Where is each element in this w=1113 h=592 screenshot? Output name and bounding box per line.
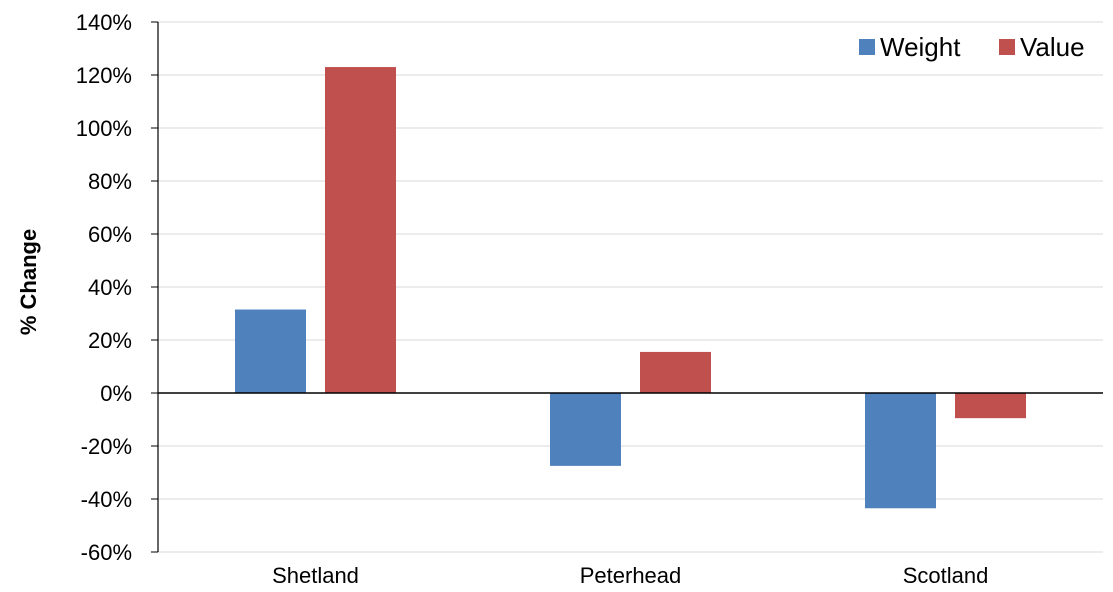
y-axis-title: % Change xyxy=(16,229,41,335)
y-tick-label: 80% xyxy=(88,169,132,194)
y-tick-labels: 140% 120% 100% 80% 60% 40% 20% 0% -20% -40% -60% xyxy=(76,10,158,565)
bars xyxy=(235,67,1026,509)
y-tick-label: 0% xyxy=(100,381,132,406)
y-tick-label: 140% xyxy=(76,10,132,35)
category-labels: Shetland Peterhead Scotland xyxy=(272,563,988,588)
x-category-label: Shetland xyxy=(272,563,359,588)
legend-label-value: Value xyxy=(1020,32,1085,62)
y-tick-label: 40% xyxy=(88,275,132,300)
legend: Weight Value xyxy=(859,32,1085,62)
x-category-label: Peterhead xyxy=(580,563,682,588)
y-tick-label: 100% xyxy=(76,116,132,141)
bar-weight-peterhead xyxy=(550,393,621,466)
y-tick-label: -20% xyxy=(81,434,132,459)
gridlines xyxy=(158,21,1103,553)
x-category-label: Scotland xyxy=(903,563,989,588)
bar-value-peterhead xyxy=(640,351,711,393)
y-tick-label: 20% xyxy=(88,328,132,353)
legend-swatch-value xyxy=(999,39,1015,55)
bar-weight-shetland xyxy=(235,309,306,393)
bar-value-shetland xyxy=(325,67,396,394)
bar-weight-scotland xyxy=(865,393,936,509)
y-tick-label: -40% xyxy=(81,487,132,512)
y-tick-label: -60% xyxy=(81,540,132,565)
legend-swatch-weight xyxy=(859,39,875,55)
bar-value-scotland xyxy=(955,393,1026,419)
y-tick-label: 120% xyxy=(76,63,132,88)
legend-label-weight: Weight xyxy=(880,32,961,62)
y-tick-label: 60% xyxy=(88,222,132,247)
